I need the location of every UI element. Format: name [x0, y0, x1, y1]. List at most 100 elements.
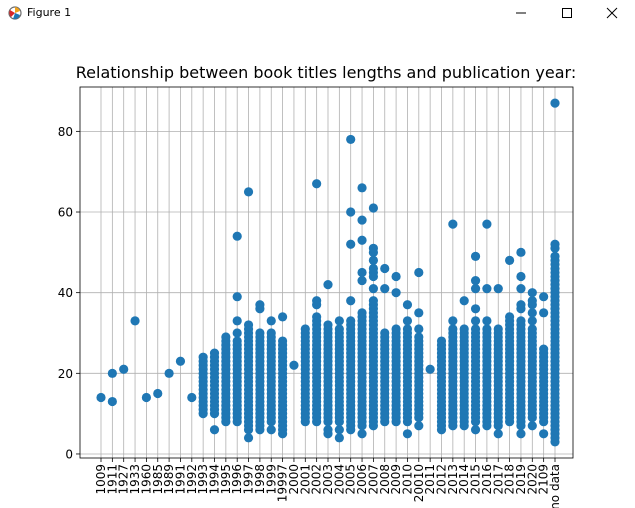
scatter-point — [368, 203, 378, 213]
scatter-point — [334, 324, 344, 334]
scatter-point — [346, 316, 356, 326]
scatter-point — [402, 300, 413, 310]
scatter-point — [130, 316, 140, 326]
scatter-point — [516, 316, 526, 326]
x-tick-label: 1991 — [173, 464, 187, 495]
x-tick-label: 2005 — [344, 464, 358, 495]
scatter-point — [323, 279, 333, 290]
scatter-point — [119, 364, 129, 374]
scatter-point — [380, 284, 390, 294]
scatter-point — [243, 433, 254, 443]
scatter-point — [482, 316, 492, 326]
scatter-point — [505, 312, 515, 322]
scatter-point — [402, 429, 413, 439]
x-tick-label: 1994 — [208, 464, 222, 495]
scatter-point — [255, 300, 265, 310]
scatter-point — [368, 284, 378, 294]
x-tick-label: 2009 — [389, 464, 403, 495]
scatter-point — [107, 396, 117, 407]
x-tick-label: 1960 — [139, 464, 153, 495]
scatter-point — [482, 219, 492, 229]
scatter-point — [346, 207, 356, 217]
x-tick-label: 2017 — [491, 464, 505, 495]
scatter-point — [516, 247, 526, 257]
scatter-point — [232, 336, 242, 346]
scatter-point — [493, 324, 503, 334]
scatter-point — [539, 429, 549, 439]
scatter-point — [357, 429, 367, 439]
x-tick-label: 2001 — [298, 464, 312, 495]
scatter-point — [505, 255, 515, 266]
x-tick-label: 1985 — [151, 464, 165, 495]
scatter-point — [527, 288, 537, 298]
x-tick-label: 2014 — [457, 464, 471, 495]
scatter-point — [323, 320, 333, 330]
maximize-button[interactable] — [544, 0, 590, 26]
scatter-point — [414, 308, 424, 318]
close-button[interactable] — [589, 0, 635, 26]
scatter-point — [312, 296, 322, 306]
x-tick-label: 2020 — [525, 464, 539, 495]
scatter-point — [470, 251, 481, 261]
scatter-point — [516, 271, 526, 282]
scatter-point — [391, 288, 401, 298]
x-tick-label: 20010 — [412, 464, 426, 502]
scatter-point — [323, 425, 333, 435]
scatter-point — [368, 255, 378, 266]
x-tick-label: 1927 — [117, 464, 131, 495]
x-tick-label: 1997 — [242, 464, 256, 495]
x-tick-label: 1989 — [162, 464, 176, 495]
scatter-point — [550, 98, 560, 108]
scatter-point — [96, 392, 106, 403]
plot-frame — [79, 86, 574, 459]
window-titlebar: Figure 1 — [0, 0, 635, 26]
scatter-point — [470, 284, 481, 294]
scatter-point — [357, 308, 367, 318]
scatter-point — [414, 332, 424, 342]
scatter-point — [255, 328, 265, 338]
scatter-point — [402, 324, 413, 334]
x-tick-label: 2012 — [435, 464, 449, 495]
scatter-point — [368, 296, 378, 306]
scatter-point — [243, 187, 254, 197]
x-tick-label: 2018 — [503, 464, 517, 495]
scatter-point — [357, 215, 367, 225]
scatter-point — [289, 360, 299, 370]
y-tick-label: 80 — [58, 125, 73, 139]
scatter-point — [209, 425, 220, 435]
x-tick-label: 2002 — [310, 464, 324, 495]
x-tick-label: 2000 — [287, 464, 301, 495]
x-tick-label: 1933 — [128, 464, 142, 495]
minimize-button[interactable] — [498, 0, 544, 26]
close-icon — [606, 7, 618, 19]
y-tick-label: 0 — [65, 447, 73, 461]
scatter-point — [402, 316, 413, 326]
scatter-point — [209, 348, 220, 358]
y-tick-label: 20 — [58, 367, 73, 381]
y-tick-label: 40 — [58, 286, 73, 300]
scatter-point — [232, 316, 242, 326]
scatter-point — [278, 312, 288, 322]
scatter-point — [334, 425, 344, 435]
scatter-point — [164, 368, 174, 378]
scatter-point — [232, 231, 242, 241]
scatter-point — [436, 336, 447, 346]
scatter-point — [459, 324, 469, 334]
scatter-point — [527, 421, 537, 431]
x-tick-label: 1999 — [264, 464, 278, 495]
scatter-point — [221, 332, 231, 342]
x-axis: 1009191119271933196019851989199119921993… — [94, 458, 562, 508]
scatter-point — [346, 134, 356, 145]
x-tick-label: 1992 — [185, 464, 199, 495]
scatter-point — [243, 320, 254, 330]
scatter-point — [153, 388, 163, 399]
x-tick-label: 2016 — [480, 464, 494, 495]
scatter-point — [448, 316, 458, 326]
scatter-point — [266, 316, 276, 326]
x-tick-label: 1995 — [219, 464, 233, 495]
scatter-point — [516, 300, 526, 310]
x-tick-label: 1993 — [196, 464, 210, 495]
scatter-point — [470, 316, 481, 326]
scatter-point — [278, 336, 288, 346]
x-tick-label: 2007 — [366, 464, 380, 495]
